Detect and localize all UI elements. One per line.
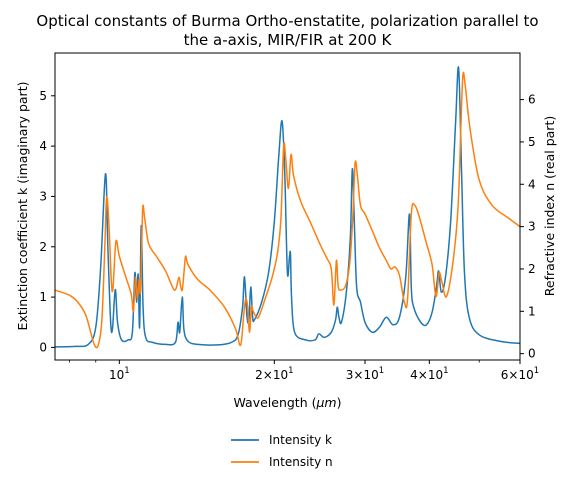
chart-title-line-2: the a-axis, MIR/FIR at 200 K — [184, 31, 393, 49]
y-left-tick-label: 4 — [39, 139, 47, 153]
y-right-tick-label: 5 — [528, 135, 536, 149]
y-right-tick-label: 2 — [528, 262, 536, 276]
y-axis-right-label: Refractive index n (real part) — [542, 116, 557, 296]
x-tick-label: 101 — [109, 366, 130, 382]
y-left-tick-label: 0 — [39, 340, 47, 354]
x-axis-label: Wavelength (μm) — [233, 395, 341, 410]
chart-title-line-1: Optical constants of Burma Ortho-enstati… — [36, 12, 538, 30]
legend: Intensity k Intensity n — [231, 433, 333, 469]
y-right-tick-label: 1 — [528, 304, 536, 318]
x-tick-label: 4×101 — [410, 366, 448, 382]
series-line-k — [55, 66, 520, 348]
x-tick-label: 2×101 — [255, 366, 293, 382]
y-right-tick-label: 3 — [528, 220, 536, 234]
y-left-tick-label: 5 — [39, 89, 47, 103]
y-axis-left-label: Extinction coefficient k (imaginary part… — [15, 82, 30, 331]
series-line-n — [55, 71, 520, 349]
y-left-tick-label: 1 — [39, 290, 47, 304]
y-right-tick-label: 0 — [528, 347, 536, 361]
x-tick-label: 3×101 — [346, 366, 384, 382]
legend-label-k: Intensity k — [269, 433, 332, 447]
y-right-tick-label: 4 — [528, 177, 536, 191]
x-tick-label: 6×101 — [501, 366, 539, 382]
legend-label-n: Intensity n — [269, 455, 333, 469]
y-right-tick-label: 6 — [528, 93, 536, 107]
y-left-tick-label: 2 — [39, 240, 47, 254]
plot-frame — [54, 52, 521, 361]
y-left-tick-label: 3 — [39, 189, 47, 203]
